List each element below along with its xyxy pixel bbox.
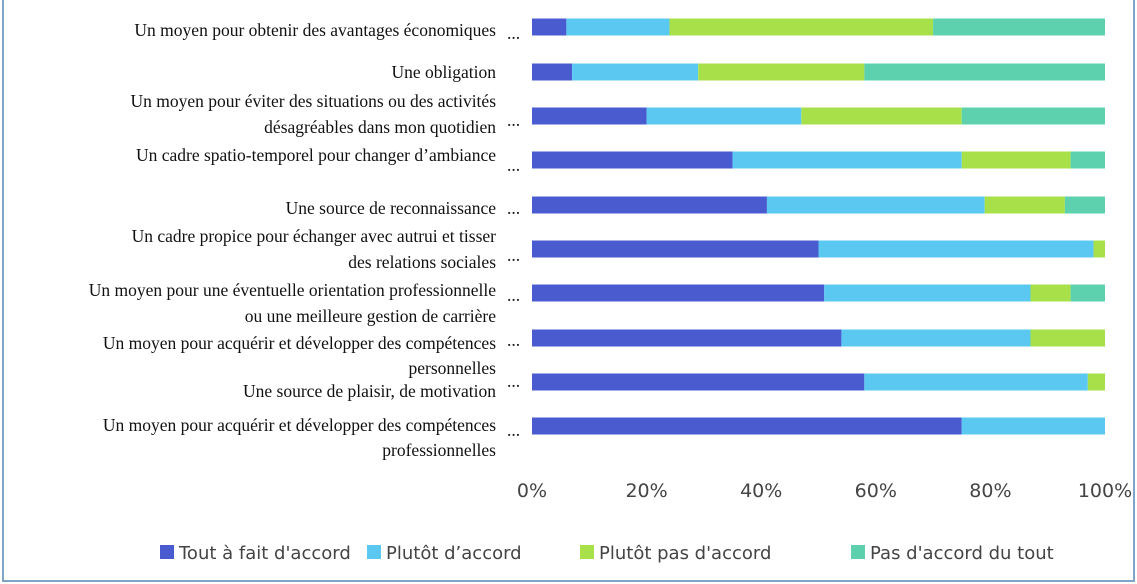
bar-segment <box>984 196 1065 214</box>
legend-label: Pas d'accord du tout <box>870 543 1054 564</box>
bar-segment <box>864 63 1105 81</box>
bar-segment <box>572 63 699 81</box>
truncation-mark: ... <box>507 23 520 43</box>
bar-segment <box>532 417 962 435</box>
x-tick-label: 20% <box>625 480 667 502</box>
category-label: désagréables dans mon quotidien <box>264 117 496 137</box>
bar-segment <box>1070 284 1105 302</box>
legend-label: Plutôt pas d'accord <box>599 543 771 564</box>
legend-label: Tout à fait d'accord <box>178 543 351 564</box>
bar-segment <box>801 107 962 125</box>
bar-segment <box>864 373 1088 391</box>
x-tick-label: 80% <box>969 480 1011 502</box>
bar-segment <box>1093 240 1105 258</box>
category-label: Un moyen pour une éventuelle orientation… <box>89 280 496 300</box>
bar-segment <box>532 63 573 81</box>
bar-segment <box>961 417 1105 435</box>
bar-segment <box>818 240 1094 258</box>
legend-swatch <box>580 545 594 559</box>
bar-segment <box>646 107 802 125</box>
category-label: Un moyen pour acquérir et développer des… <box>103 333 496 353</box>
truncation-mark: ... <box>507 330 520 350</box>
truncation-mark: ... <box>507 420 520 440</box>
category-label: Une obligation <box>392 62 497 82</box>
truncation-mark: ... <box>507 245 520 265</box>
bar-segment <box>1064 196 1105 214</box>
truncation-mark: ... <box>507 110 520 130</box>
x-tick-label: 60% <box>855 480 897 502</box>
category-label: Un moyen pour éviter des situations ou d… <box>131 91 497 111</box>
bar-segment <box>532 329 842 347</box>
bar-segment <box>732 151 962 169</box>
x-tick-label: 40% <box>740 480 782 502</box>
bar-segment <box>961 107 1105 125</box>
bar-segment <box>532 196 767 214</box>
truncation-mark: ... <box>507 198 520 218</box>
legend-label: Plutôt d’accord <box>386 543 522 564</box>
category-label: Un moyen pour obtenir des avantages écon… <box>134 20 496 40</box>
bar-segment <box>532 373 865 391</box>
bar-segment <box>532 284 825 302</box>
bar-segment <box>669 18 934 36</box>
legend-swatch <box>367 545 381 559</box>
bar-segment <box>1030 284 1071 302</box>
bar-segment <box>766 196 985 214</box>
x-tick-label: 0% <box>517 480 547 502</box>
bar-segment <box>532 240 819 258</box>
truncation-mark: ... <box>507 285 520 305</box>
category-label: professionnelles <box>382 440 496 460</box>
bar-segment <box>933 18 1105 36</box>
bar-segment <box>532 18 567 36</box>
category-label: Une source de reconnaissance <box>286 198 497 218</box>
bar-segment <box>1087 373 1105 391</box>
bar-segment <box>841 329 1031 347</box>
bar-segment <box>1070 151 1105 169</box>
bar-segment <box>698 63 865 81</box>
bar-segment <box>824 284 1031 302</box>
legend-swatch <box>851 545 865 559</box>
bar-segment <box>532 151 733 169</box>
category-label: des relations sociales <box>348 252 496 272</box>
truncation-mark: ... <box>507 371 520 391</box>
category-label: Une source de plaisir, de motivation <box>243 381 496 401</box>
category-label: personnelles <box>409 358 497 378</box>
bar-segment <box>566 18 670 36</box>
category-label: Un cadre propice pour échanger avec autr… <box>132 226 497 246</box>
bar-segment <box>1030 329 1105 347</box>
truncation-mark: ... <box>507 155 520 175</box>
category-label: Un moyen pour acquérir et développer des… <box>103 415 496 435</box>
category-label: Un cadre spatio-temporel pour changer d’… <box>136 145 496 165</box>
category-label: ou une meilleure gestion de carrière <box>245 306 496 326</box>
legend-swatch <box>160 545 174 559</box>
bar-segment <box>961 151 1071 169</box>
x-tick-label: 100% <box>1078 480 1132 502</box>
bar-segment <box>532 107 647 125</box>
